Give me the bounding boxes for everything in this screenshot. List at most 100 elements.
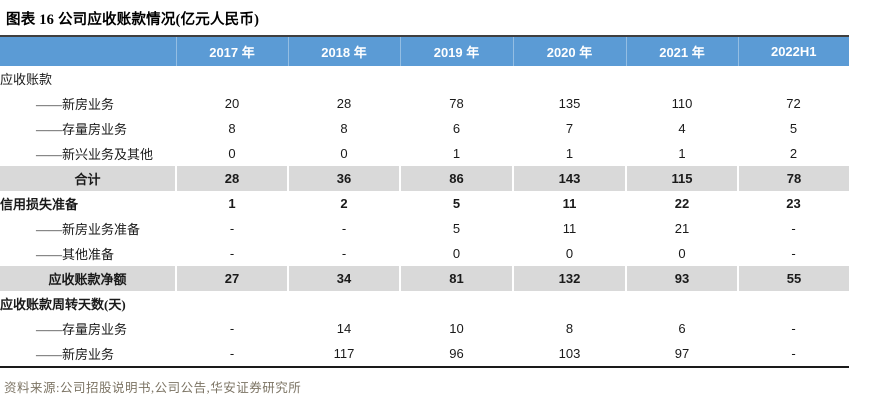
table-row: ——存量房业务 - 14 10 8 6 - (0, 316, 849, 341)
row-value: 86 (400, 166, 514, 191)
row-value: 5 (789, 121, 798, 136)
header-cell-year-3: 2020 年 (513, 36, 627, 66)
row-value: 21 (674, 221, 690, 236)
row-value (176, 66, 288, 91)
row-label: 信用损失准备 (0, 197, 79, 212)
row-value (626, 66, 738, 91)
table-row: ——存量房业务 8 8 6 7 4 5 (0, 116, 849, 141)
row-value (400, 66, 513, 91)
row-value: 0 (678, 246, 686, 261)
row-value: - (791, 246, 796, 261)
row-value: 28 (336, 96, 352, 111)
table-header-row: 2017 年 2018 年 2019 年 2020 年 2021 年 2022H1 (0, 36, 849, 66)
table-row: ——新兴业务及其他 0 0 1 1 1 2 (0, 141, 849, 166)
row-value: 1 (452, 146, 461, 161)
row-value: 7 (565, 121, 574, 136)
row-label: 应收账款周转天数(天) (0, 297, 126, 312)
row-value: 1 (678, 146, 686, 161)
row-value (738, 291, 849, 316)
row-value: - (791, 321, 796, 336)
row-label: 应收账款 (0, 72, 53, 87)
row-value: - (229, 246, 235, 261)
source-note: 资料来源:公司招股说明书,公司公告,华安证券研究所 (4, 381, 302, 395)
table-row: 应收账款净额 27 34 81 132 93 55 (0, 266, 849, 291)
row-value: 110 (671, 96, 693, 111)
table-row: ——新房业务准备 - - 5 11 21 - (0, 216, 849, 241)
row-label: 合计 (0, 166, 177, 191)
row-label: ——其他准备 (36, 247, 115, 262)
row-value: 132 (513, 266, 627, 291)
table-row: ——新房业务 20 28 78 135 110 72 (0, 91, 849, 116)
row-value: 28 (176, 166, 289, 191)
row-value (176, 291, 288, 316)
row-value: 11 (562, 221, 577, 236)
row-value: 5 (452, 221, 461, 236)
row-value: - (791, 346, 796, 361)
row-value: 5 (452, 196, 461, 211)
header-cell-year-4: 2021 年 (626, 36, 739, 66)
row-value: 6 (452, 121, 461, 136)
table-row: 应收账款 (0, 66, 849, 91)
row-value: 81 (400, 266, 514, 291)
row-value: 143 (513, 166, 627, 191)
row-value: 0 (228, 146, 236, 161)
row-label: ——新房业务 (36, 347, 115, 362)
row-value: 8 (565, 321, 574, 336)
row-value: 0 (565, 246, 574, 261)
row-value: 11 (562, 196, 577, 211)
table-row: ——其他准备 - - 0 0 0 - (0, 241, 849, 266)
row-value: 34 (288, 266, 401, 291)
row-value (513, 66, 626, 91)
table-row: 应收账款周转天数(天) (0, 291, 849, 316)
row-value (626, 291, 738, 316)
row-value: - (341, 246, 347, 261)
receivables-table: 2017 年 2018 年 2019 年 2020 年 2021 年 2022H1 应收账… (0, 35, 849, 368)
table-body: 应收账款 ——新房业务 20 28 78 135 110 72 ——存量房业务 8 8 6 7 4 5 ——新… (0, 66, 849, 367)
row-value: 22 (674, 196, 690, 211)
row-value: 115 (626, 166, 739, 191)
row-label: ——存量房业务 (36, 322, 128, 337)
row-value (513, 291, 626, 316)
row-value: 117 (333, 346, 355, 361)
row-value: 2 (340, 196, 348, 211)
table-row: 合计 28 36 86 143 115 78 (0, 166, 849, 191)
row-value (288, 291, 400, 316)
header-cell-year-1: 2018 年 (288, 36, 401, 66)
exhibit-title: 图表 16 公司应收账款情况(亿元人民币) (6, 12, 260, 28)
row-value: 8 (340, 121, 348, 136)
header-cell-label (0, 36, 177, 66)
row-label: 应收账款净额 (0, 266, 177, 291)
table-row: 信用损失准备 1 2 5 11 22 23 (0, 191, 849, 216)
row-value: 97 (674, 346, 690, 361)
row-value: 0 (452, 246, 461, 261)
row-value: - (229, 221, 235, 236)
row-value (738, 66, 849, 91)
header-cell-year-2: 2019 年 (400, 36, 514, 66)
row-value: - (229, 321, 235, 336)
row-value (400, 291, 513, 316)
row-value: 72 (786, 96, 801, 111)
row-value: 14 (336, 321, 352, 336)
row-value: 4 (678, 121, 686, 136)
row-label: ——新房业务 (36, 97, 115, 112)
row-value: 103 (558, 346, 581, 361)
row-value: 27 (176, 266, 289, 291)
row-value: - (791, 221, 796, 236)
row-value: 8 (228, 121, 236, 136)
row-value: 10 (449, 321, 464, 336)
row-value: 23 (786, 196, 801, 211)
row-label: ——新兴业务及其他 (36, 147, 154, 162)
table-header: 2017 年 2018 年 2019 年 2020 年 2021 年 2022H1 (0, 36, 849, 66)
row-value: 1 (565, 146, 574, 161)
row-value: 96 (449, 346, 464, 361)
row-value: 2 (789, 146, 798, 161)
row-value: 93 (626, 266, 739, 291)
table-row: ——新房业务 - 117 96 103 97 - (0, 341, 849, 367)
row-value: 6 (678, 321, 686, 336)
row-value: 78 (449, 96, 464, 111)
header-cell-year-0: 2017 年 (176, 36, 289, 66)
header-cell-year-5: 2022H1 (738, 36, 849, 66)
row-value: 0 (340, 146, 348, 161)
row-value: 78 (738, 166, 849, 191)
